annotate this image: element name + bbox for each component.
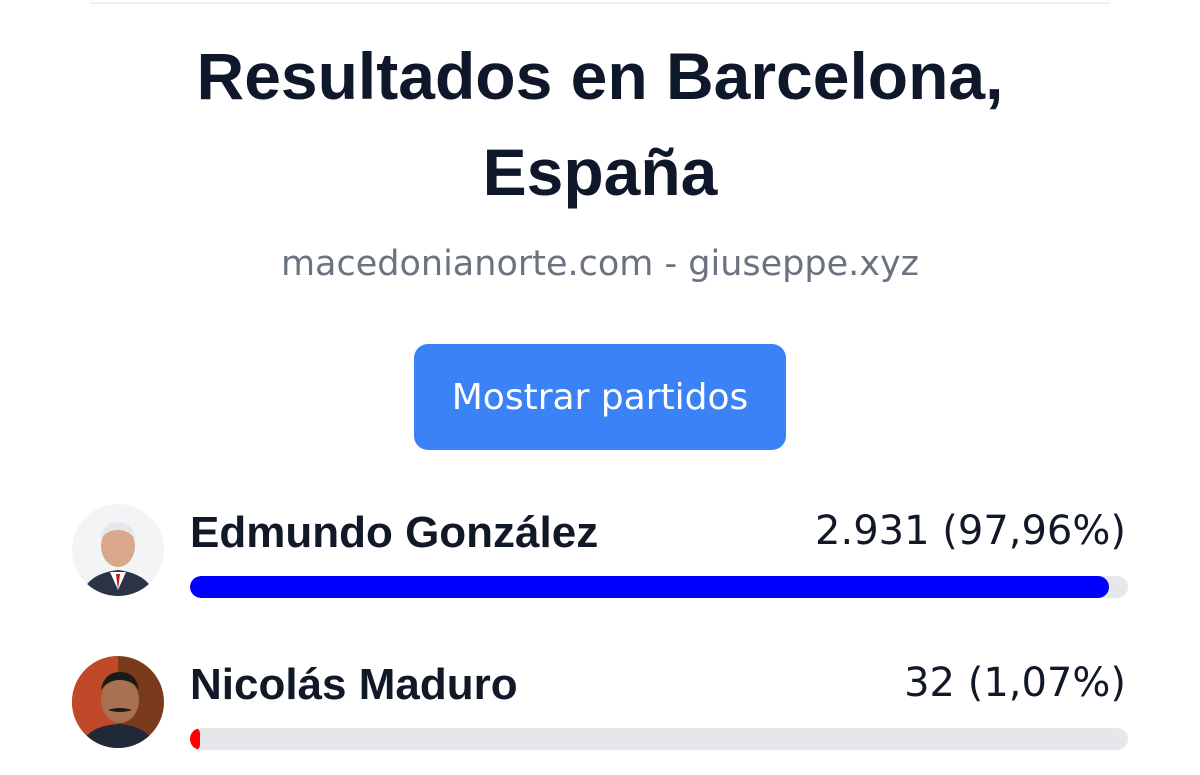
candidate-result: 32 (1,07%) bbox=[904, 660, 1126, 706]
candidate-name: Edmundo González bbox=[190, 508, 599, 557]
candidate-avatar bbox=[72, 504, 164, 596]
subtitle: macedonianorte.com - giuseppe.xyz bbox=[280, 244, 920, 284]
divider bbox=[90, 2, 1110, 4]
progress-track bbox=[190, 576, 1128, 598]
candidate-result: 2.931 (97,96%) bbox=[815, 508, 1126, 554]
candidate-name: Nicolás Maduro bbox=[190, 660, 518, 709]
progress-bar bbox=[190, 728, 201, 750]
progress-bar bbox=[190, 576, 1109, 598]
candidate-avatar bbox=[72, 656, 164, 748]
progress-track bbox=[190, 728, 1128, 750]
title: Resultados en Barcelona, España bbox=[196, 39, 1004, 209]
candidate-row: Edmundo González 2.931 (97,96%) bbox=[0, 504, 1200, 654]
candidate-row: Nicolás Maduro 32 (1,07%) bbox=[0, 656, 1200, 775]
show-parties-button[interactable]: Mostrar partidos bbox=[414, 344, 786, 450]
